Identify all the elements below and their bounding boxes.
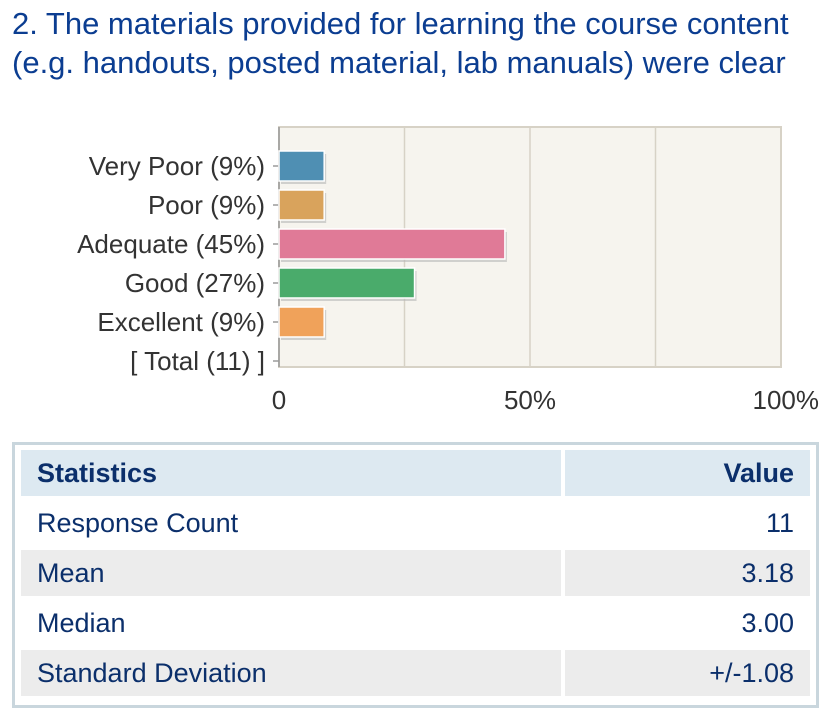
stat-label: Standard Deviation bbox=[21, 650, 561, 696]
statistics-table: Statistics Value Response Count 11 Mean … bbox=[12, 442, 819, 708]
stat-value: 11 bbox=[560, 500, 810, 546]
stat-value: 3.18 bbox=[560, 550, 810, 596]
bar-chart: Very Poor (9%) Poor (9%) Adequate (45%) Goo… bbox=[77, 126, 820, 415]
stat-label: Median bbox=[37, 607, 126, 638]
category-label: [ Total (11) ] bbox=[130, 346, 265, 376]
table-row: Response Count 11 bbox=[21, 500, 810, 546]
statistics-header-row: Statistics Value bbox=[21, 450, 810, 496]
category-label: Very Poor (9%) bbox=[89, 151, 265, 181]
category-label: Adequate (45%) bbox=[77, 229, 265, 259]
bar bbox=[278, 306, 325, 338]
statistics-header: Statistics bbox=[21, 450, 561, 496]
table-row: Median 3.00 bbox=[21, 600, 810, 646]
category-label: Good (27%) bbox=[125, 268, 265, 298]
stat-label: Mean bbox=[21, 550, 561, 596]
bar bbox=[278, 189, 325, 221]
category-label: Poor (9%) bbox=[148, 190, 265, 220]
value-header: Value bbox=[560, 450, 810, 496]
x-tick-label: 50% bbox=[504, 385, 556, 415]
category-label: Excellent (9%) bbox=[97, 307, 265, 337]
table-row: Standard Deviation +/-1.08 bbox=[21, 650, 810, 696]
bar bbox=[278, 267, 416, 299]
x-tick-label: 0 bbox=[272, 385, 286, 415]
bar bbox=[278, 228, 506, 260]
x-tick-label: 100% bbox=[753, 385, 820, 415]
stat-value: 3.00 bbox=[560, 600, 810, 646]
stat-label: Response Count bbox=[37, 507, 239, 538]
bar bbox=[278, 150, 325, 182]
stat-value: +/-1.08 bbox=[560, 650, 810, 696]
table-row: Mean 3.18 bbox=[21, 550, 810, 596]
question-title: 2. The materials provided for learning t… bbox=[12, 6, 789, 80]
